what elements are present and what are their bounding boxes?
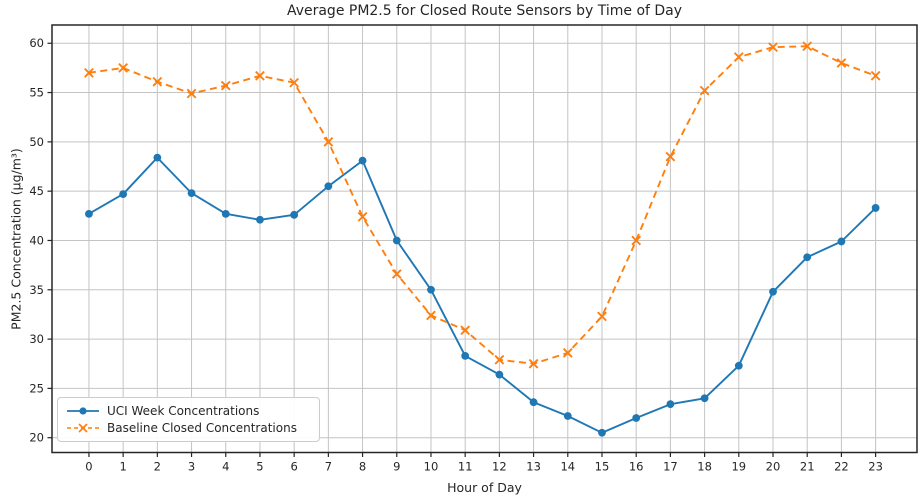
data-point-marker-x <box>528 358 539 369</box>
legend-entry-baseline: Baseline Closed Concentrations <box>66 420 311 437</box>
data-point-marker-x <box>597 311 607 322</box>
series-line-baseline <box>88 45 876 365</box>
x-axis-tick-label: 23 <box>868 460 883 474</box>
chart-title: Average PM2.5 for Closed Route Sensors b… <box>286 3 683 19</box>
data-point-marker-x <box>152 76 163 87</box>
x-axis-tick-label: 6 <box>290 460 297 474</box>
data-point-marker-x <box>323 136 334 147</box>
data-point-marker-circle <box>392 236 401 245</box>
data-point-marker-x <box>665 151 676 162</box>
data-point-marker-x <box>631 235 642 246</box>
x-axis-tick-label: 22 <box>834 460 849 474</box>
data-point-marker-x <box>870 70 881 81</box>
data-point-marker-circle <box>598 428 606 437</box>
y-axis-tick-label: 55 <box>29 86 44 100</box>
data-point-marker-circle <box>324 182 333 191</box>
y-axis-tick-label: 20 <box>29 431 44 445</box>
x-axis-tick-label: 15 <box>595 460 610 474</box>
data-point-marker-circle <box>529 398 538 407</box>
series-line-uci-week <box>88 156 877 434</box>
y-axis-tick-label: 40 <box>29 233 44 247</box>
data-point-marker-circle <box>187 189 196 198</box>
x-axis-tick-label: 13 <box>526 460 541 474</box>
data-point-marker-x <box>836 58 847 68</box>
x-axis-tick-label: 20 <box>766 460 781 474</box>
plot-border <box>51 24 918 454</box>
x-axis-tick-label: 18 <box>697 460 712 474</box>
data-point-marker-x <box>220 80 231 91</box>
x-axis-tick-label: 12 <box>492 460 507 474</box>
x-axis-tick-label: 4 <box>222 460 229 474</box>
data-point-marker-circle <box>769 287 777 296</box>
data-point-marker-circle <box>427 285 435 294</box>
data-point-marker-x <box>733 52 744 62</box>
data-point-marker-circle <box>700 394 709 403</box>
data-point-marker-circle <box>734 361 743 370</box>
data-point-marker-circle <box>666 400 675 409</box>
y-axis-tick-label: 30 <box>29 332 44 346</box>
legend-sample-baseline-line <box>67 423 99 433</box>
data-point-marker-x <box>562 348 573 358</box>
data-point-marker-circle <box>256 215 264 224</box>
x-axis-tick-label: 5 <box>256 460 263 474</box>
data-point-marker-circle <box>85 209 93 218</box>
data-point-marker-circle <box>632 414 641 422</box>
data-point-marker-circle <box>803 253 812 262</box>
data-point-marker-x <box>84 67 94 78</box>
y-axis-tick-label: 45 <box>29 184 44 198</box>
data-point-marker-x <box>357 211 368 222</box>
x-axis-tick-label: 2 <box>154 460 161 474</box>
data-point-marker-x <box>255 70 265 81</box>
x-axis-label: Hour of Day <box>447 480 522 495</box>
legend-sample-uci-week-line <box>67 407 99 415</box>
data-point-marker-circle <box>871 204 880 212</box>
y-axis-tick-label: 60 <box>29 36 44 50</box>
data-point-marker-circle <box>119 190 128 199</box>
data-point-marker-x <box>118 63 129 73</box>
data-point-marker-x <box>699 85 710 96</box>
data-point-marker-x <box>460 325 471 336</box>
x-axis-tick-label: 17 <box>663 460 678 474</box>
data-point-marker-x <box>391 269 402 279</box>
legend: UCI Week Concentrations Baseline Closed … <box>57 397 320 442</box>
data-point-marker-circle <box>837 237 846 246</box>
x-axis-tick-label: 7 <box>325 460 332 474</box>
x-axis-tick-label: 8 <box>359 460 366 474</box>
data-point-marker-x <box>768 42 778 53</box>
x-axis-tick-label: 0 <box>85 460 92 474</box>
legend-label-baseline: Baseline Closed Concentrations <box>107 421 297 436</box>
data-point-marker-circle <box>563 412 572 420</box>
legend-entry-uci-week: UCI Week Concentrations <box>66 402 311 419</box>
legend-label-uci-week: UCI Week Concentrations <box>107 403 260 418</box>
data-point-marker-circle <box>153 153 162 162</box>
data-point-marker-circle <box>290 210 299 219</box>
x-axis-tick-label: 9 <box>393 460 400 474</box>
x-axis-tick-label: 3 <box>188 460 195 474</box>
data-point-marker-circle <box>495 370 504 379</box>
x-axis-tick-label: 14 <box>560 460 575 474</box>
data-point-marker-x <box>802 41 813 52</box>
x-axis-tick-label: 19 <box>731 460 746 474</box>
x-axis-tick-label: 16 <box>629 460 644 474</box>
data-point-marker-x <box>186 88 197 99</box>
x-axis-tick-label: 10 <box>424 460 439 474</box>
y-axis-tick-label: 25 <box>29 381 44 395</box>
data-point-marker-circle <box>461 351 470 360</box>
x-axis-tick-label: 11 <box>458 460 473 474</box>
data-point-marker-x <box>289 77 300 88</box>
x-axis-tick-label: 21 <box>800 460 815 474</box>
x-axis-tick-label: 1 <box>119 460 126 474</box>
data-point-marker-circle <box>358 156 367 165</box>
y-axis-tick-label: 50 <box>29 135 44 149</box>
data-point-marker-circle <box>221 209 230 218</box>
data-point-marker-x <box>426 310 436 321</box>
data-point-marker-x <box>494 354 505 365</box>
y-axis-tick-label: 35 <box>29 283 44 297</box>
